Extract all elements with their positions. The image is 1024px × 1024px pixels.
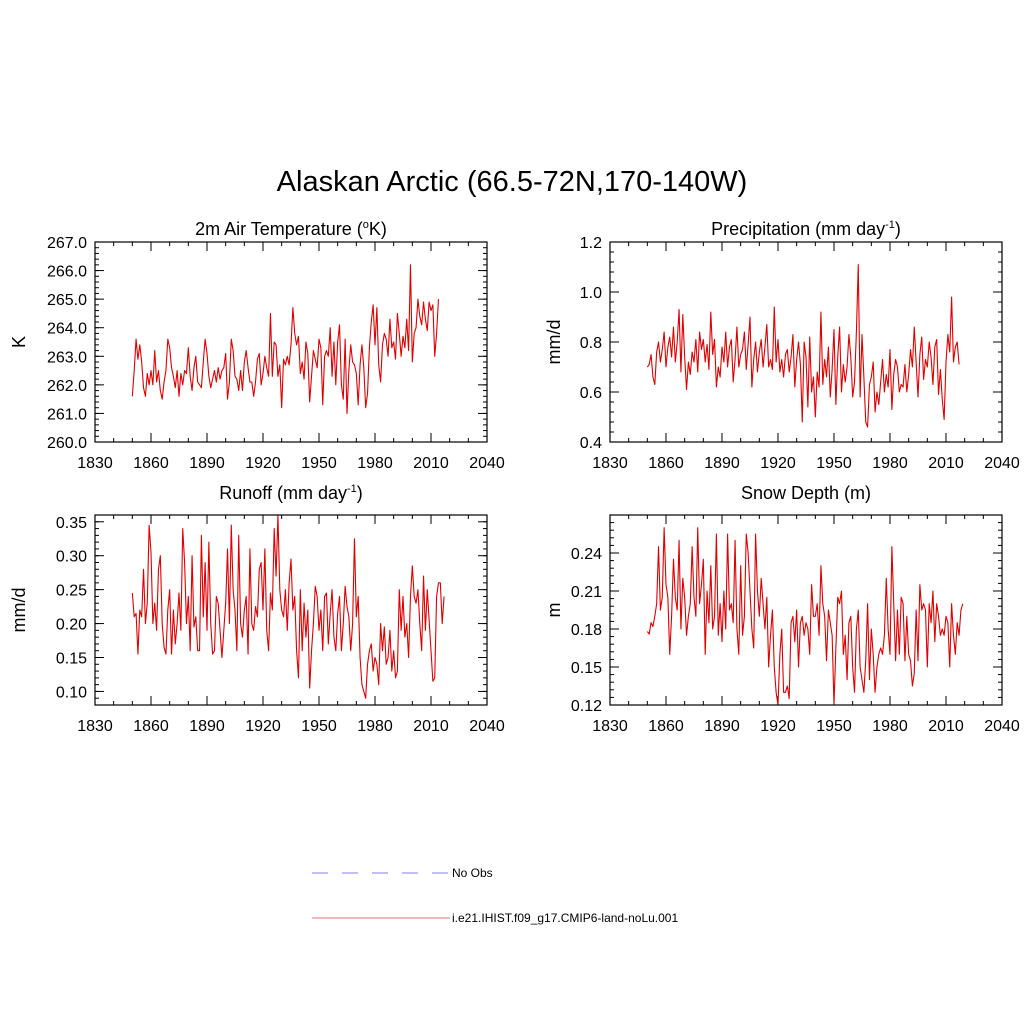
plot-frame	[94, 241, 488, 443]
y-tick-label: 262.0	[47, 378, 87, 395]
panel-title-snow-depth: Snow Depth (m)	[740, 483, 872, 503]
x-tick-label: 1950	[301, 718, 337, 735]
y-tick-label: 0.8	[580, 335, 602, 352]
series-line	[646, 527, 964, 706]
y-tick-label: 0.25	[56, 583, 87, 600]
plot-frame	[609, 514, 1003, 706]
x-tick-label: 2040	[984, 455, 1020, 472]
x-tick-label: 1920	[245, 718, 281, 735]
x-tick-label: 1920	[245, 455, 281, 472]
x-tick-label: 2010	[413, 455, 449, 472]
y-tick-label: 0.4	[580, 435, 602, 452]
x-tick-label: 1890	[704, 718, 740, 735]
y-tick-label: 0.24	[571, 546, 602, 563]
x-tick-label: 1860	[133, 718, 169, 735]
x-tick-label: 1980	[872, 455, 908, 472]
series-line	[131, 264, 440, 414]
plot-frame	[609, 241, 1003, 443]
x-tick-label: 1830	[592, 455, 628, 472]
x-tick-label: 1830	[77, 718, 113, 735]
y-tick-label: 0.12	[571, 698, 602, 715]
x-tick-label: 1920	[760, 455, 796, 472]
x-tick-label: 1860	[133, 455, 169, 472]
x-tick-label: 1980	[357, 455, 393, 472]
y-axis-label: mm/d	[544, 320, 564, 365]
y-tick-label: 0.18	[571, 622, 602, 639]
chart-panel-runoff: 1830 1860 1890 1920 1950 1980 2010 2040 0.10 0.15…	[9, 514, 505, 735]
y-tick-label: 0.35	[56, 515, 87, 532]
chart-panel-temperature: 1830 1860 1890 1920 1950 1980 2010 2040 260.0 261…	[9, 235, 505, 472]
x-tick-label: 1860	[648, 718, 684, 735]
y-tick-label: 263.0	[47, 349, 87, 366]
x-tick-label: 1980	[357, 718, 393, 735]
x-tick-label: 1830	[77, 455, 113, 472]
panel-title-runoff: Runoff (mm day-1)	[219, 483, 363, 503]
x-tick-label: 1830	[592, 718, 628, 735]
x-tick-label: 1980	[872, 718, 908, 735]
y-tick-label: 0.10	[56, 684, 87, 701]
y-tick-label: 266.0	[47, 264, 87, 281]
y-tick-label: 0.15	[571, 660, 602, 677]
x-tick-label: 1950	[816, 455, 852, 472]
y-tick-label: 0.21	[571, 584, 602, 601]
x-tick-label: 1890	[704, 455, 740, 472]
x-tick-label: 2010	[413, 718, 449, 735]
x-tick-label: 1920	[760, 718, 796, 735]
plot-frame	[94, 514, 488, 706]
y-axis-label: m	[544, 603, 564, 618]
x-tick-label: 2040	[984, 718, 1020, 735]
y-tick-label: 0.15	[56, 651, 87, 668]
legend	[312, 872, 450, 919]
x-tick-label: 1890	[189, 718, 225, 735]
series-line	[131, 514, 445, 699]
x-tick-label: 1890	[189, 455, 225, 472]
x-tick-label: 2040	[469, 718, 505, 735]
x-tick-label: 2010	[928, 718, 964, 735]
panel-title-precipitation: Precipitation (mm day-1)	[711, 219, 901, 239]
y-axis-label: mm/d	[9, 588, 29, 633]
y-tick-label: 1.2	[580, 235, 602, 252]
y-tick-label: 261.0	[47, 406, 87, 423]
legend-label-obs: No Obs	[452, 866, 493, 880]
y-tick-label: 264.0	[47, 321, 87, 338]
x-tick-label: 2040	[469, 455, 505, 472]
x-tick-label: 1950	[816, 718, 852, 735]
x-tick-label: 1950	[301, 455, 337, 472]
figure-title: Alaskan Arctic (66.5-72N,170-140W)	[276, 166, 748, 198]
legend-label-model: i.e21.IHIST.f09_g17.CMIP6-land-noLu.001	[452, 911, 679, 925]
chart-panel-snow-depth: 1830 1860 1890 1920 1950 1980 2010 2040 0.12 0.15…	[544, 514, 1020, 735]
y-tick-label: 1.0	[580, 285, 602, 302]
x-tick-label: 2010	[928, 455, 964, 472]
y-tick-label: 265.0	[47, 292, 87, 309]
x-tick-label: 1860	[648, 455, 684, 472]
series-line	[646, 263, 960, 428]
chart-panel-precipitation: 1830 1860 1890 1920 1950 1980 2010 2040 0.4 0.6 0.…	[544, 235, 1020, 472]
y-tick-label: 0.6	[580, 385, 602, 402]
y-tick-label: 267.0	[47, 235, 87, 252]
panel-title-temperature: 2m Air Temperature (oK)	[195, 219, 387, 239]
y-axis-label: K	[9, 336, 29, 348]
y-tick-label: 0.30	[56, 549, 87, 566]
y-tick-label: 0.20	[56, 617, 87, 634]
y-tick-label: 260.0	[47, 435, 87, 452]
